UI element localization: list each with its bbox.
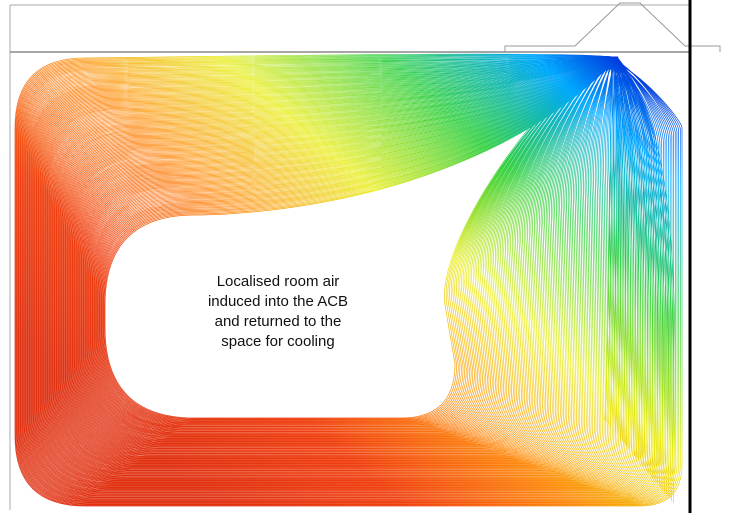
annotation-line: and returned to the	[215, 313, 342, 330]
cfd-streamline-diagram: Localised room air induced into the ACB …	[0, 0, 731, 513]
page: Localised room air induced into the ACB …	[0, 0, 731, 513]
annotation-line: Localised room air	[217, 273, 340, 290]
annotation-line: induced into the ACB	[208, 293, 348, 310]
annotation-line: space for cooling	[221, 333, 334, 350]
